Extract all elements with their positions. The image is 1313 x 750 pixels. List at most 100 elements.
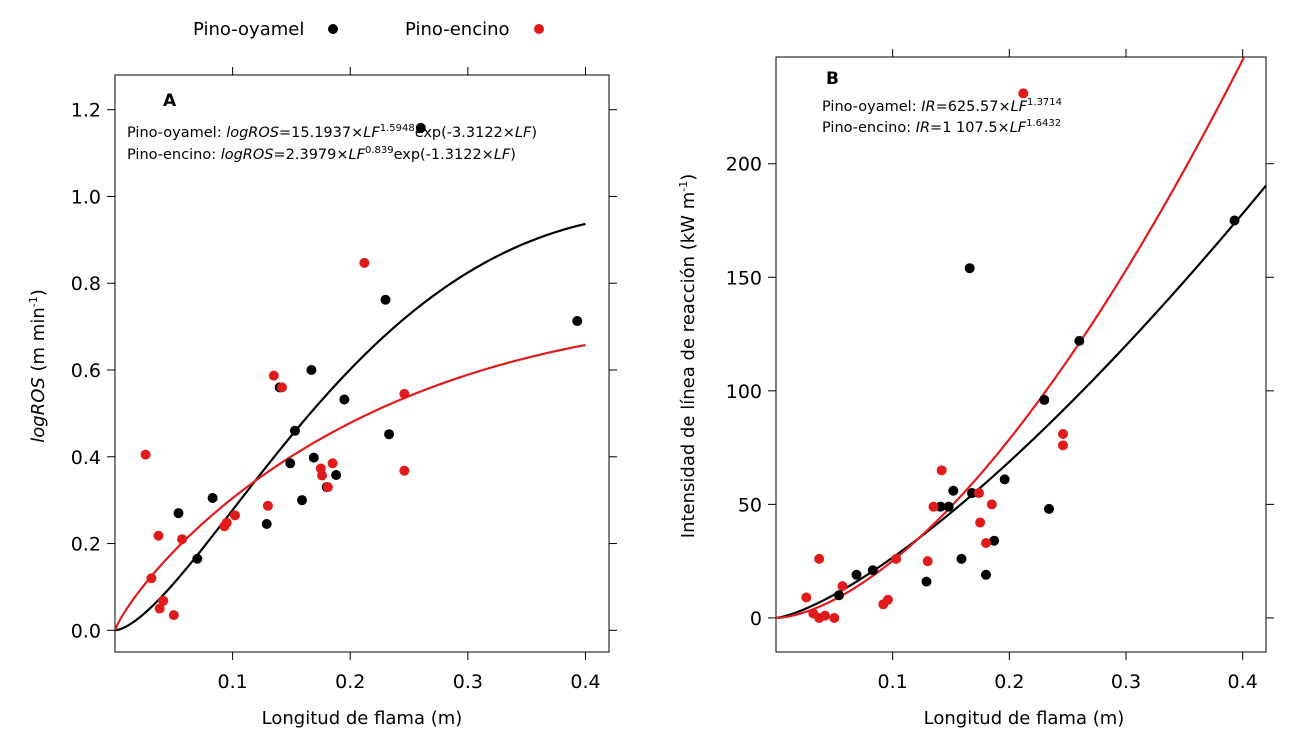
- panel-b-y-tick-label: 100: [726, 381, 762, 403]
- panel-b-x-tick-label: 0.1: [878, 671, 908, 693]
- eq-b1-eq: =625.57×: [936, 99, 1011, 115]
- panel-a-point-pino-oyamel: [415, 122, 426, 133]
- eq-b1-lf: LF: [1011, 99, 1028, 115]
- eq-b1-prefix: Pino-oyamel:: [822, 99, 921, 115]
- eq-a2-var: logROS: [221, 147, 274, 163]
- panel-a-equation-encino: Pino-encino: logROS=2.3979×LF0.839exp(-1…: [127, 145, 516, 163]
- panel-a-point-pino-oyamel: [306, 365, 317, 376]
- panel-b-point-pino-encino: [829, 612, 840, 623]
- panel-a-y-axis-label: logROS (m min-1): [27, 289, 49, 443]
- panel-a-point-pino-oyamel: [207, 492, 218, 503]
- panel-b-point-pino-encino: [922, 556, 933, 567]
- panel-a-point-pino-encino: [177, 534, 188, 545]
- panel-a-label: A: [163, 91, 177, 111]
- panel-b-point-pino-encino: [814, 553, 825, 564]
- eq-a2-exp: 0.839: [365, 145, 394, 156]
- panel-b-x-tick-label: 0.4: [1228, 671, 1258, 693]
- panel-a-equation-oyamel: Pino-oyamel: logROS=15.1937×LF1.5948exp(…: [127, 123, 537, 141]
- panel-b-point-pino-encino: [1058, 440, 1068, 451]
- panel-b-point-pino-oyamel: [1074, 335, 1085, 346]
- panel-a-y-tick-label: 0.6: [71, 360, 101, 382]
- panel-a-y-tick-label: 0.2: [71, 534, 101, 556]
- panel-b-point-pino-encino: [936, 465, 947, 476]
- eq-b2-prefix: Pino-encino:: [822, 120, 916, 136]
- panel-b-point-pino-oyamel: [956, 553, 967, 564]
- panel-a-fit-curve-pino-encino: [115, 343, 586, 631]
- panel-a-point-pino-encino: [262, 500, 273, 511]
- panel-a-point-pino-oyamel: [380, 294, 391, 305]
- panel-b-point-pino-oyamel: [921, 576, 932, 587]
- eq-a2-lf: LF: [349, 147, 366, 163]
- panel-b-y-tick-label: 150: [726, 267, 762, 289]
- panel-a-ylabel-italic: logROS: [28, 377, 49, 443]
- panel-b-y-tick-label: 200: [726, 154, 762, 176]
- panel-a-point-pino-encino: [277, 382, 288, 393]
- panel-a-x-tick-label: 0.1: [218, 671, 248, 693]
- panel-a-point-pino-oyamel: [261, 519, 272, 530]
- panel-b-label: B: [826, 69, 839, 89]
- panel-a-x-tick-label: 0.4: [570, 671, 600, 693]
- panel-a-point-pino-encino: [322, 482, 333, 493]
- eq-a1-lf2: LF: [515, 125, 532, 141]
- panel-b-equation-oyamel: Pino-oyamel: IR=625.57×LF1.3714: [822, 97, 1062, 115]
- panel-a-fit-curve-pino-oyamel: [115, 222, 586, 632]
- panel-b-y-tick-label: 0: [750, 608, 762, 630]
- panel-b-point-pino-encino: [975, 517, 986, 528]
- panel-a-point-pino-oyamel: [192, 553, 203, 564]
- panel-b-point-pino-encino: [928, 501, 939, 512]
- panel-a-point-pino-encino: [140, 449, 151, 460]
- panel-b-frame: [775, 56, 1267, 653]
- panel-b-point-pino-oyamel: [967, 488, 977, 499]
- panel-b-point-pino-oyamel: [943, 501, 954, 512]
- legend-marker-pino-encino: [534, 24, 544, 34]
- panel-b-point-pino-oyamel: [867, 565, 878, 576]
- panel-a-point-pino-encino: [154, 603, 165, 614]
- panel-b-point-pino-encino: [981, 537, 991, 548]
- eq-b2-eq: =1 107.5×: [930, 120, 1010, 136]
- eq-b2-exp: 1.6432: [1026, 118, 1061, 129]
- panel-a-point-pino-encino: [359, 257, 370, 268]
- legend-label-pino-encino: Pino-encino: [405, 19, 510, 40]
- panel-a-point-pino-encino: [399, 388, 410, 399]
- panel-a-point-pino-oyamel: [173, 508, 184, 519]
- panel-b-point-pino-oyamel: [981, 569, 991, 580]
- panel-b-point-pino-oyamel: [851, 569, 862, 580]
- panel-b-point-pino-encino: [1018, 88, 1029, 99]
- legend-marker-pino-oyamel: [328, 24, 338, 34]
- eq-b2-var: IR: [916, 120, 930, 136]
- panel-b-point-pino-encino: [883, 594, 893, 605]
- panel-b-point-pino-oyamel: [964, 263, 975, 274]
- eq-a2-eq: =2.3979×: [273, 147, 348, 163]
- panel-a-point-pino-encino: [146, 573, 157, 584]
- panel-b-point-pino-oyamel: [948, 485, 959, 496]
- panel-b-point-pino-oyamel: [935, 501, 946, 512]
- eq-a1-var: logROS: [226, 125, 279, 141]
- panel-a-point-pino-encino: [229, 510, 240, 521]
- panel-b-ylabel-rest: Intensidad de línea de reacción (kW m: [678, 192, 699, 538]
- panel-a-point-pino-encino: [327, 458, 338, 469]
- panel-b-fit-curve-pino-encino: [776, 57, 1246, 620]
- panel-b-x-axis-label: Longitud de flama (m): [924, 708, 1125, 729]
- panel-b-point-pino-oyamel: [989, 535, 1000, 546]
- panel-a-point-pino-oyamel: [384, 429, 395, 440]
- panel-b-equation-encino: Pino-encino: IR=1 107.5×LF1.6432: [822, 118, 1061, 136]
- panel-b-x-tick-label: 0.2: [994, 671, 1024, 693]
- panel-b-point-pino-encino: [1058, 428, 1068, 439]
- panel-a-point-pino-encino: [399, 465, 410, 476]
- panel-a: A Pino-oyamel: logROS=15.1937×LF1.5948ex…: [27, 67, 617, 729]
- panel-b-point-pino-encino: [820, 610, 830, 621]
- panel-b-point-pino-oyamel: [1044, 503, 1054, 514]
- panel-a-point-pino-encino: [168, 610, 179, 621]
- panel-b-point-pino-encino: [891, 553, 902, 564]
- eq-a2-close: ): [510, 147, 516, 163]
- panel-b-point-pino-encino: [801, 592, 812, 603]
- panel-a-frame: [114, 74, 610, 653]
- legend-label-pino-oyamel: Pino-oyamel: [193, 19, 304, 40]
- panel-a-x-axis-label: Longitud de flama (m): [262, 708, 463, 729]
- eq-b1-var: IR: [921, 99, 935, 115]
- panel-b-point-pino-oyamel: [834, 590, 844, 601]
- panel-a-y-tick-label: 1.2: [71, 100, 101, 122]
- panel-a-ylabel-sup: -1: [27, 296, 40, 307]
- panel-b-ylabel-close: ): [678, 174, 699, 181]
